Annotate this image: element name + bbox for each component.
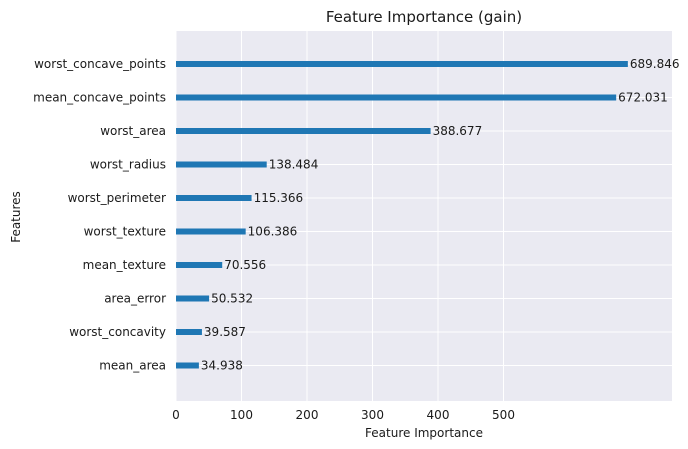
y-tick-label: mean_concave_points [33, 91, 166, 105]
y-axis-label: Features [9, 191, 23, 243]
y-tick-label: worst_area [100, 124, 166, 138]
y-tick-label: worst_texture [84, 225, 166, 239]
bar-value-label: 388.677 [433, 124, 483, 138]
bar [176, 362, 199, 369]
x-tick-label: 400 [427, 408, 450, 422]
bar [176, 195, 252, 201]
value-labels: 689.846 672.031 388.677 138.484 115.366 106.3… [201, 57, 680, 373]
bar-value-label: 672.031 [618, 91, 668, 105]
bar-value-label: 34.938 [201, 359, 243, 373]
bar-value-label: 39.587 [204, 325, 246, 339]
bar-value-label: 106.386 [248, 225, 298, 239]
bar [176, 295, 210, 302]
x-tick-label: 500 [492, 408, 515, 422]
y-tick-label: mean_area [99, 359, 166, 373]
y-tick-label: worst_radius [90, 158, 166, 172]
y-tick-label: worst_perimeter [68, 191, 166, 205]
x-tick-label: 100 [230, 408, 253, 422]
chart-title: Feature Importance (gain) [326, 8, 522, 26]
bar-value-label: 138.484 [269, 158, 319, 172]
bar [176, 262, 223, 268]
bars [176, 61, 628, 369]
x-axis-label: Feature Importance [365, 426, 483, 440]
bar [176, 161, 267, 168]
bar [176, 329, 202, 335]
bar [176, 128, 431, 134]
x-tick-label: 300 [361, 408, 384, 422]
x-tick-label: 0 [172, 408, 180, 422]
plot-area: 689.846 672.031 388.677 138.484 115.366 106.3… [175, 31, 680, 401]
bar-value-label: 50.532 [211, 292, 253, 306]
x-axis-tick-labels: 0 100 200 300 400 500 [172, 408, 515, 422]
bar-value-label: 115.366 [254, 191, 304, 205]
bar [176, 94, 617, 101]
bar [176, 228, 246, 235]
plot-background [176, 31, 672, 401]
bar-value-label: 70.556 [224, 258, 266, 272]
bar-value-label: 689.846 [630, 57, 680, 71]
x-tick-label: 200 [296, 408, 319, 422]
y-tick-label: worst_concavity [69, 325, 166, 339]
y-tick-label: worst_concave_points [34, 57, 166, 71]
bar [176, 61, 628, 67]
y-axis-tick-labels: worst_concave_points mean_concave_pointsw… [33, 57, 166, 373]
y-tick-label: area_error [104, 292, 166, 306]
y-tick-label: mean_texture [83, 258, 166, 272]
